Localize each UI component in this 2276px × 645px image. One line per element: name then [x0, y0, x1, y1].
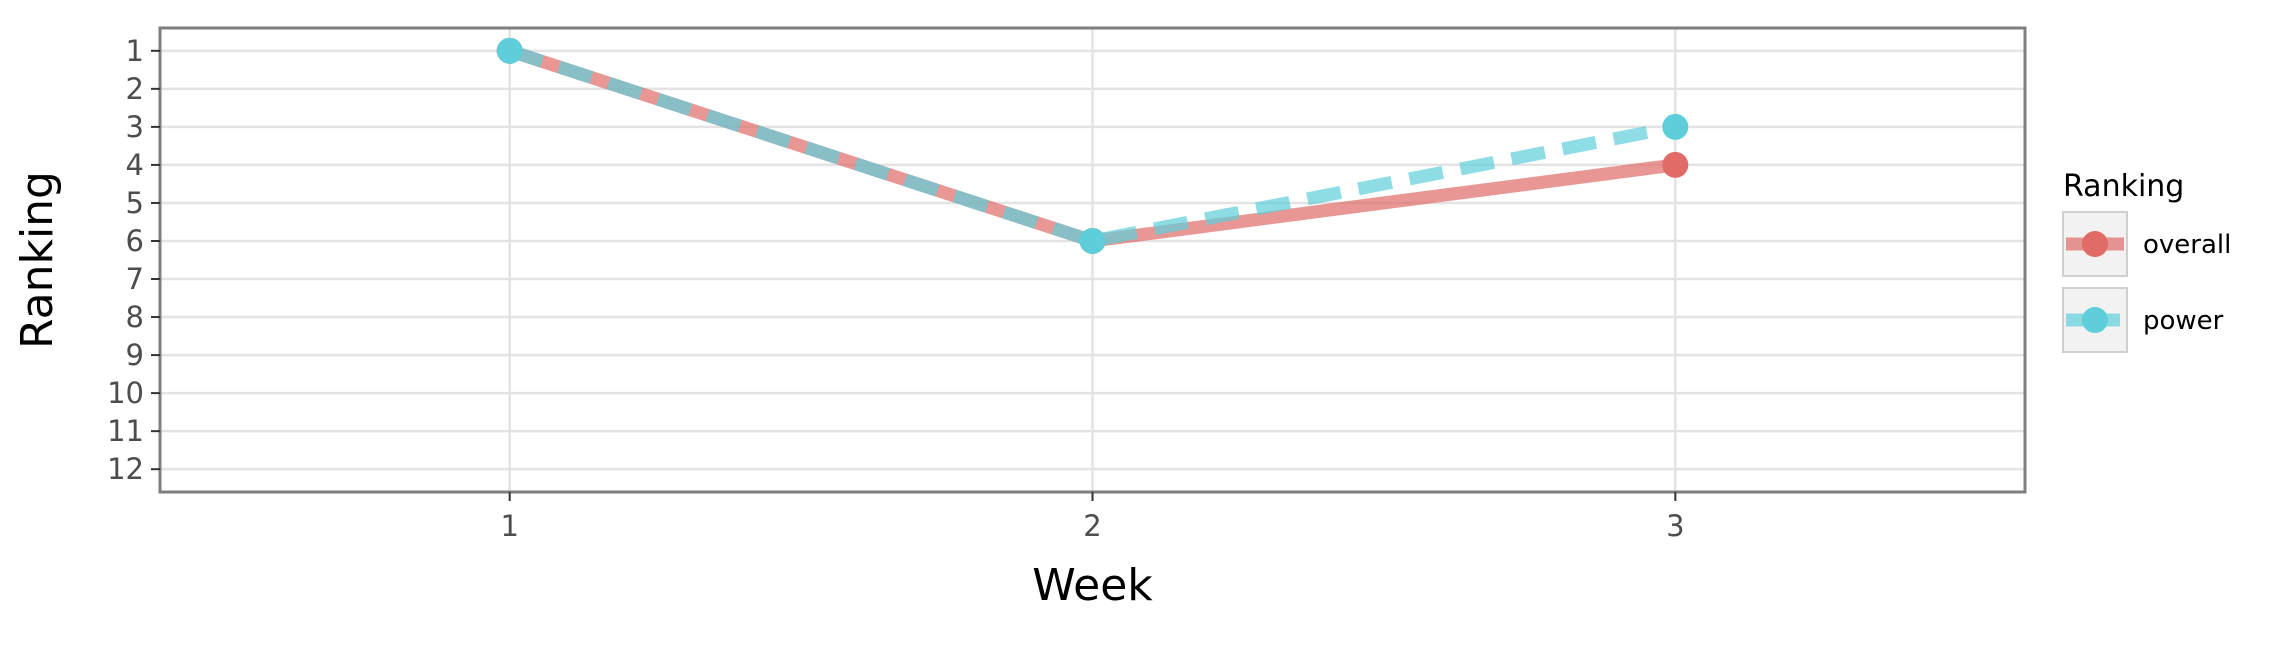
x-tick-label: 1 [500, 509, 518, 543]
y-tick-label: 1 [126, 34, 144, 68]
legend-key-point-overall [2082, 231, 2108, 257]
data-point-power [496, 37, 523, 64]
y-tick-label: 11 [107, 414, 144, 448]
series-layer [496, 37, 1689, 254]
y-tick-label: 6 [126, 224, 144, 258]
y-tick-label: 2 [126, 72, 144, 106]
legend-label-overall: overall [2143, 230, 2231, 260]
series-line-power [507, 44, 1677, 248]
y-axis-title: Ranking [12, 171, 63, 349]
y-tick-label: 4 [126, 148, 144, 182]
grid [160, 28, 2025, 492]
legend-label-power: power [2143, 306, 2224, 336]
data-point-power [1662, 113, 1689, 140]
y-tick-label: 9 [126, 338, 144, 372]
y-tick-label: 7 [126, 262, 144, 296]
y-tick-label: 8 [126, 300, 144, 334]
x-tick-label: 3 [1666, 509, 1684, 543]
legend-key-point-power [2082, 307, 2108, 333]
x-axis-title: Week [1032, 560, 1153, 611]
y-tick-label: 3 [126, 110, 144, 144]
y-tick-label: 12 [107, 452, 144, 486]
x-tick-label: 2 [1083, 509, 1101, 543]
data-point-power [1079, 227, 1106, 254]
y-tick-label: 10 [107, 376, 144, 410]
y-tick-label: 5 [126, 186, 144, 220]
data-point-overall [1662, 151, 1689, 178]
legend: Ranking overall power [2062, 169, 2231, 353]
legend-title: Ranking [2063, 169, 2184, 204]
